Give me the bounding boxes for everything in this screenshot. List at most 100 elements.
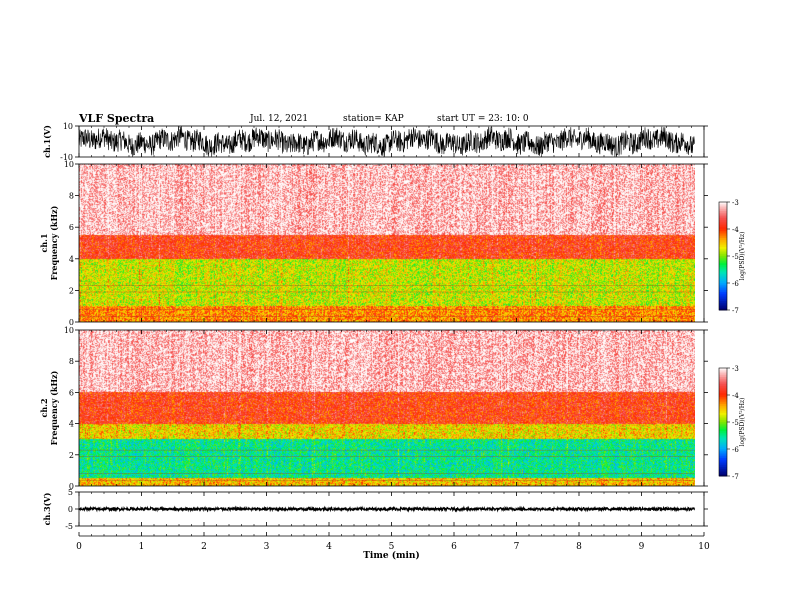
colorbar-segment	[719, 232, 727, 235]
colorbar-1: -3 -4 -5 -6 -7 log(PSD)(V²/Hz)	[718, 365, 746, 481]
x-tick-label: 5	[389, 542, 395, 552]
colorbar-segment	[719, 454, 727, 457]
colorbar-segment	[719, 472, 727, 475]
y-tick-label: 2	[69, 286, 74, 295]
y-tick-label: -5	[65, 522, 73, 531]
colorbar-segment	[719, 263, 727, 266]
plot-title: VLF Spectra	[79, 112, 155, 125]
colorbar-segment	[719, 283, 727, 286]
colorbar-segment	[719, 395, 727, 398]
colorbar-segment	[719, 414, 727, 418]
y-axis-label: ch.3(V)	[42, 492, 52, 525]
colorbar-segment	[719, 377, 727, 380]
colorbar-segment	[719, 450, 727, 454]
colorbar-segment	[719, 400, 727, 403]
colorbar-segment	[719, 227, 727, 230]
colorbar-segment	[719, 375, 727, 378]
colorbar-segment	[719, 286, 727, 289]
colorbar-segment	[719, 425, 727, 428]
colorbar-tick-label: -4	[732, 226, 739, 234]
y-tick-label: 8	[69, 357, 74, 366]
colorbar-tick-label: -6	[732, 280, 739, 288]
colorbar-segment	[719, 386, 727, 389]
y-tick-label: 0	[69, 482, 74, 491]
y-axis-label-frequency: Frequency (kHz)	[49, 370, 59, 445]
colorbar-segment	[719, 458, 727, 461]
colorbar-segment	[719, 209, 727, 212]
colorbar-segment	[719, 216, 727, 219]
y-tick-label: 10	[64, 326, 74, 335]
y-tick-label: 4	[69, 255, 74, 264]
colorbar-segment	[719, 396, 727, 400]
station-label: station= KAP	[343, 114, 404, 124]
ch-wave-panel-0: 10 -10 ch.1(V)	[42, 122, 708, 162]
colorbar-tick-label: -6	[732, 446, 739, 454]
colorbar-segment	[719, 259, 727, 262]
colorbar-segment	[719, 207, 727, 210]
colorbar-segment	[719, 256, 727, 259]
colorbar-segment	[719, 241, 727, 244]
colorbar-segment	[719, 431, 727, 434]
colorbar-segment	[719, 304, 727, 307]
colorbar-segment	[719, 284, 727, 288]
ch-wave-panel-3: 5 0 -5 ch.3(V)	[42, 488, 708, 531]
colorbar-segment	[719, 470, 727, 473]
colorbar-segment	[719, 432, 727, 436]
colorbar-segment	[719, 221, 727, 225]
x-tick-label: 9	[639, 542, 645, 552]
y-tick-label: 0	[68, 505, 73, 514]
colorbar-segment	[719, 301, 727, 304]
x-tick-label: 6	[451, 542, 457, 552]
y-axis-label-channel: ch.1	[39, 233, 49, 252]
colorbar-segment	[719, 275, 727, 279]
colorbar-segment	[719, 420, 727, 423]
colorbar-segment	[719, 438, 727, 441]
colorbar-segment	[719, 220, 727, 223]
y-axis-label-channel: ch.2	[39, 398, 49, 417]
colorbar-segment	[719, 373, 727, 376]
colorbar-segment	[719, 302, 727, 306]
spectrogram-panel-2: 0 2 4 6 8 10 ch.2 Frequency (kHz)	[39, 326, 708, 491]
colorbar-segment	[719, 384, 727, 387]
colorbar-segment	[719, 404, 727, 407]
colorbar-segment	[719, 268, 727, 271]
colorbar-segment	[719, 371, 727, 374]
colorbar-segment	[719, 441, 727, 445]
colorbar-segment	[719, 290, 727, 293]
colorbar-segment	[719, 230, 727, 234]
colorbar-segment	[719, 369, 727, 373]
colorbar-segment	[719, 434, 727, 437]
colorbar-segment	[719, 389, 727, 392]
date-label: Jul. 12, 2021	[250, 114, 309, 124]
ch-waveform-trace	[78, 126, 695, 158]
colorbar-segment	[719, 456, 727, 459]
colorbar-segment	[719, 247, 727, 250]
colorbar-tick-label: -5	[732, 253, 739, 261]
colorbar-segment	[719, 398, 727, 401]
y-tick-label: 4	[69, 420, 74, 429]
y-tick-label: 2	[69, 451, 74, 460]
colorbar-segment	[719, 292, 727, 295]
colorbar-segment	[719, 297, 727, 300]
colorbar-segment	[719, 214, 727, 217]
colorbar-segment	[719, 427, 727, 430]
colorbar-segment	[719, 445, 727, 448]
colorbar-segment	[719, 257, 727, 261]
colorbar-tick-label: -3	[732, 365, 739, 373]
colorbar-segment	[719, 461, 727, 464]
colorbar-segment	[719, 380, 727, 383]
colorbar-segment	[719, 225, 727, 228]
colorbar-segment	[719, 205, 727, 208]
colorbar-segment	[719, 440, 727, 443]
colorbar-segment	[719, 378, 727, 382]
colorbar-segment	[719, 229, 727, 232]
colorbar-segment	[719, 429, 727, 432]
colorbar-segment	[719, 391, 727, 394]
colorbar-segment	[719, 299, 727, 302]
colorbar-label: log(PSD)(V²/Hz)	[739, 232, 746, 281]
colorbar-segment	[719, 405, 727, 409]
colorbar-segment	[719, 248, 727, 252]
colorbar-tick-label: -3	[732, 199, 739, 207]
x-tick-label: 7	[514, 542, 520, 552]
